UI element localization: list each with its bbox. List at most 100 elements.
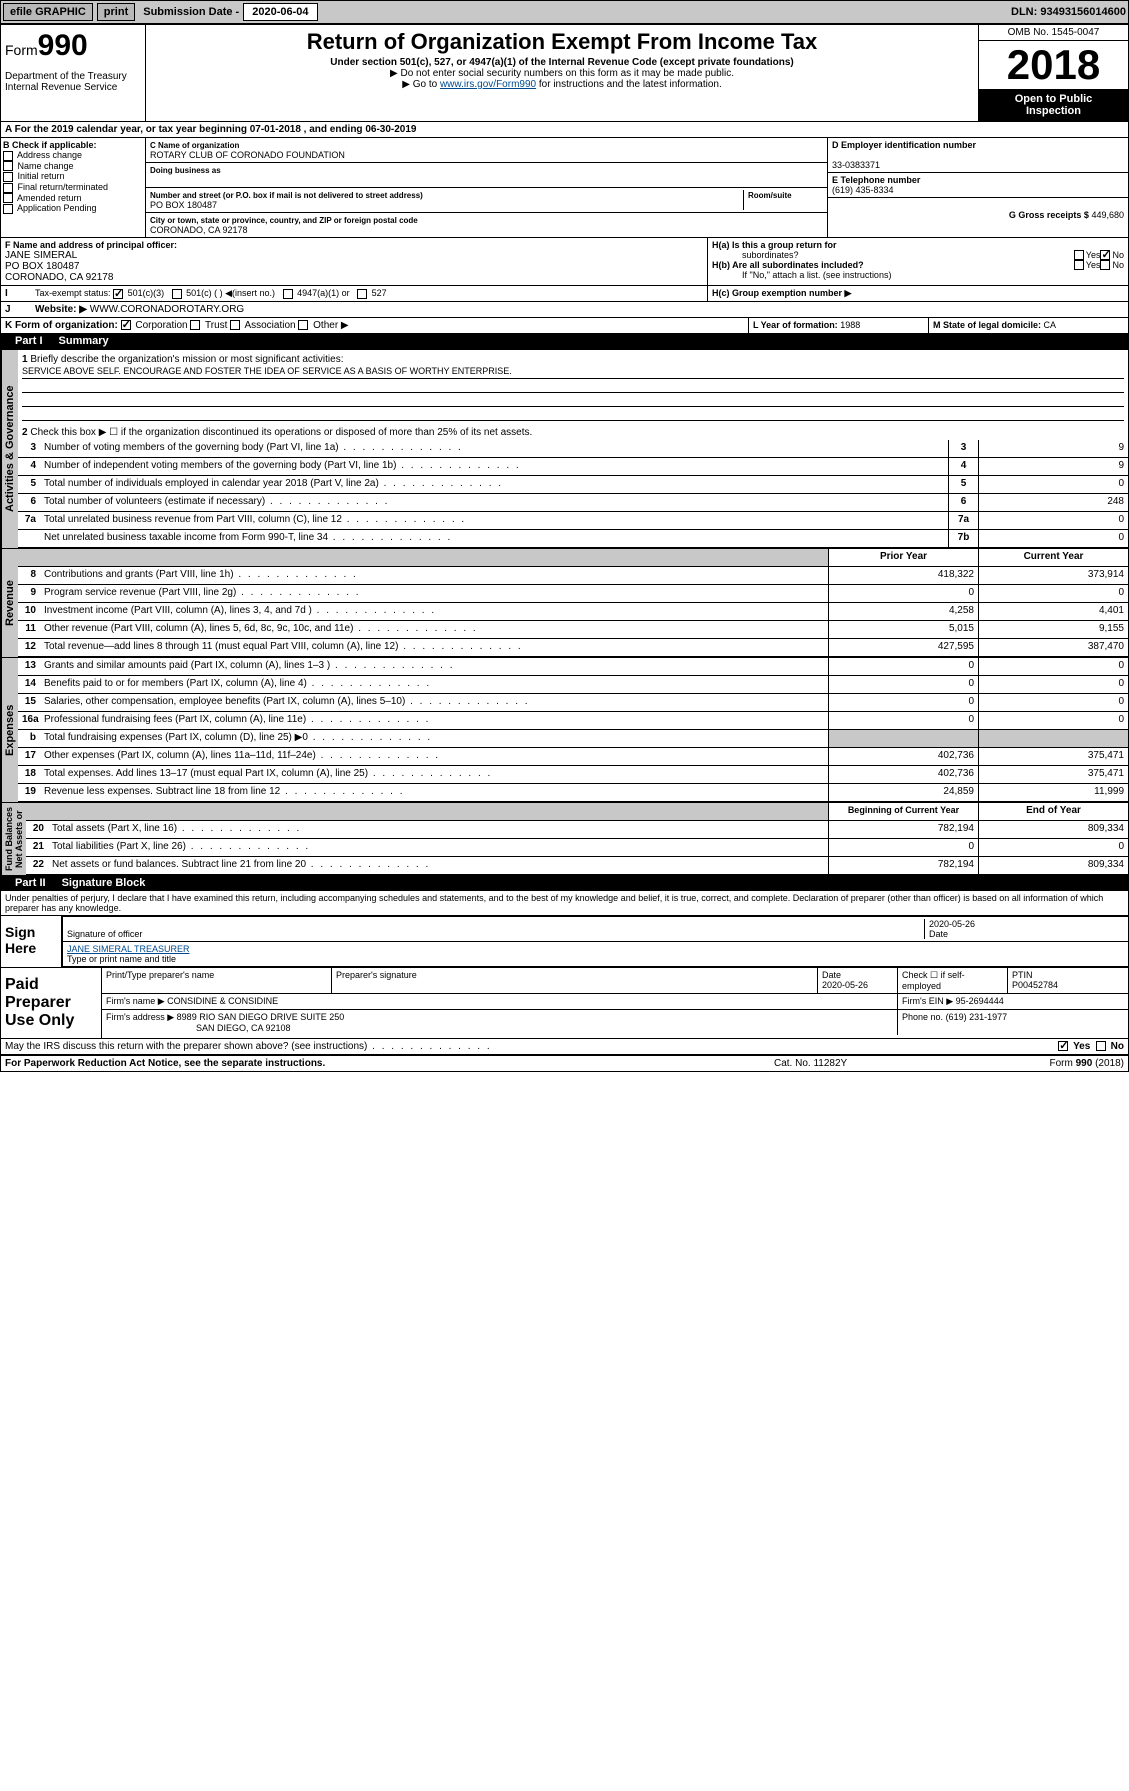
- org-name: ROTARY CLUB OF CORONADO FOUNDATION: [150, 150, 345, 160]
- open-inspection: Open to PublicInspection: [979, 89, 1128, 121]
- irs-link[interactable]: www.irs.gov/Form990: [440, 79, 536, 90]
- room-label: Room/suite: [748, 191, 792, 200]
- gross-label: G Gross receipts $: [1009, 210, 1089, 220]
- section-f: F Name and address of principal officer:…: [1, 238, 708, 285]
- hb-note: If "No," attach a list. (see instruction…: [712, 270, 1124, 280]
- secb-checkbox[interactable]: [3, 204, 13, 214]
- end-year-hdr: End of Year: [978, 803, 1128, 820]
- firm-ein-label: Firm's EIN ▶: [902, 996, 953, 1006]
- officer-addr2: CORONADO, CA 92178: [5, 272, 703, 283]
- gross-value: 449,680: [1091, 210, 1124, 220]
- other-checkbox[interactable]: [298, 320, 308, 330]
- officer-label: F Name and address of principal officer:: [5, 240, 703, 250]
- sig-date-label: Date: [929, 929, 948, 939]
- ha-label: H(a) Is this a group return for: [712, 240, 837, 250]
- print-button[interactable]: print: [97, 3, 135, 21]
- sig-date: 2020-05-26: [929, 919, 975, 929]
- firm-addr: 8989 RIO SAN DIEGO DRIVE SUITE 250: [177, 1012, 345, 1022]
- secb-checkbox[interactable]: [3, 161, 13, 171]
- submission-date-value: 2020-06-04: [243, 3, 317, 21]
- corp-checkbox[interactable]: [121, 320, 131, 330]
- website-value: WWW.CORONADOROTARY.ORG: [90, 304, 244, 315]
- tax-status-label: Tax-exempt status:: [35, 288, 111, 298]
- firm-addr-label: Firm's address ▶: [106, 1012, 174, 1022]
- ptin-label: PTIN: [1012, 970, 1033, 980]
- form-org-label: K Form of organization:: [5, 320, 118, 331]
- officer-name-label: Type or print name and title: [67, 954, 176, 964]
- discuss-no-checkbox[interactable]: [1096, 1041, 1106, 1051]
- 501c3-checkbox[interactable]: [113, 289, 123, 299]
- form-title: Return of Organization Exempt From Incom…: [150, 29, 974, 55]
- year-formed-label: L Year of formation:: [753, 320, 838, 330]
- tel-value: (619) 435-8334: [832, 185, 894, 195]
- ha-yes-checkbox[interactable]: [1074, 250, 1084, 260]
- part1-header: Part I Summary: [1, 333, 1128, 349]
- hb-label: H(b) Are all subordinates included?: [712, 260, 864, 270]
- website-label: Website: ▶: [35, 304, 87, 315]
- mission-label: Briefly describe the organization's miss…: [30, 354, 343, 365]
- hb-yes-checkbox[interactable]: [1074, 260, 1084, 270]
- efile-button[interactable]: efile GRAPHIC: [3, 3, 93, 21]
- section-h: H(a) Is this a group return for subordin…: [708, 238, 1128, 285]
- firm-ein: 95-2694444: [956, 996, 1004, 1006]
- trust-checkbox[interactable]: [190, 320, 200, 330]
- section-i-label: I: [1, 286, 31, 301]
- assoc-checkbox[interactable]: [230, 320, 240, 330]
- secb-checkbox[interactable]: [3, 172, 13, 182]
- prep-date-label: Date: [822, 970, 841, 980]
- discuss-label: May the IRS discuss this return with the…: [5, 1041, 492, 1052]
- prep-name-label: Print/Type preparer's name: [106, 970, 214, 980]
- firm-name: CONSIDINE & CONSIDINE: [167, 996, 278, 1006]
- prep-sig-label: Preparer's signature: [336, 970, 417, 980]
- subtitle-3: ▶ Go to www.irs.gov/Form990 for instruct…: [150, 79, 974, 90]
- q2-text: Check this box ▶ ☐ if the organization d…: [30, 427, 532, 438]
- ein-label: D Employer identification number: [832, 140, 976, 150]
- section-j-label: J: [1, 302, 31, 317]
- domicile-value: CA: [1044, 320, 1057, 330]
- dba-label: Doing business as: [150, 166, 221, 175]
- form-number: 990: [38, 29, 88, 62]
- dln: DLN: 93493156014600: [1011, 6, 1126, 18]
- netassets-label: Net Assets or Fund Balances: [1, 803, 26, 875]
- org-name-label: C Name of organization: [150, 141, 239, 150]
- begin-year-hdr: Beginning of Current Year: [828, 803, 978, 820]
- domicile-label: M State of legal domicile:: [933, 320, 1041, 330]
- secb-checkbox[interactable]: [3, 183, 13, 193]
- pra-notice: For Paperwork Reduction Act Notice, see …: [5, 1058, 774, 1069]
- section-d: D Employer identification number 33-03833…: [828, 138, 1128, 237]
- prep-date: 2020-05-26: [822, 980, 868, 990]
- section-c: C Name of organizationROTARY CLUB OF COR…: [146, 138, 828, 237]
- discuss-yes-checkbox[interactable]: [1058, 1041, 1068, 1051]
- address-value: PO BOX 180487: [150, 200, 217, 210]
- 4947-checkbox[interactable]: [283, 289, 293, 299]
- cat-number: Cat. No. 11282Y: [774, 1058, 974, 1069]
- officer-name-link[interactable]: JANE SIMERAL TREASURER: [67, 944, 190, 954]
- firm-phone: (619) 231-1977: [946, 1012, 1008, 1022]
- year-formed-value: 1988: [840, 320, 860, 330]
- part1-num: Part I: [7, 335, 51, 347]
- tax-year: 2018: [979, 41, 1128, 89]
- ha-no-checkbox[interactable]: [1100, 250, 1110, 260]
- part2-num: Part II: [7, 877, 54, 889]
- secb-checkbox[interactable]: [3, 193, 13, 203]
- officer-addr1: PO BOX 180487: [5, 261, 703, 272]
- form-container: Form990 Department of the Treasury Inter…: [0, 24, 1129, 1072]
- governance-label: Activities & Governance: [1, 350, 18, 548]
- section-b-label: B Check if applicable:: [3, 140, 143, 150]
- sig-officer-label: Signature of officer: [67, 929, 142, 939]
- ha-sub: subordinates?: [712, 250, 1074, 260]
- secb-checkbox[interactable]: [3, 151, 13, 161]
- firm-name-label: Firm's name ▶: [106, 996, 165, 1006]
- 527-checkbox[interactable]: [357, 289, 367, 299]
- officer-name: JANE SIMERAL: [5, 250, 703, 261]
- omb-box: OMB No. 1545-0047 2018 Open to PublicIns…: [978, 25, 1128, 121]
- 501c-checkbox[interactable]: [172, 289, 182, 299]
- hc-label: H(c) Group exemption number ▶: [712, 288, 851, 298]
- subtitle-1: Under section 501(c), 527, or 4947(a)(1)…: [150, 57, 974, 68]
- form-number-box: Form990 Department of the Treasury Inter…: [1, 25, 146, 121]
- omb-number: OMB No. 1545-0047: [979, 25, 1128, 41]
- part2-header: Part II Signature Block: [1, 875, 1128, 891]
- period-line: A For the 2019 calendar year, or tax yea…: [1, 121, 1128, 137]
- ein-value: 33-0383371: [832, 160, 880, 170]
- hb-no-checkbox[interactable]: [1100, 260, 1110, 270]
